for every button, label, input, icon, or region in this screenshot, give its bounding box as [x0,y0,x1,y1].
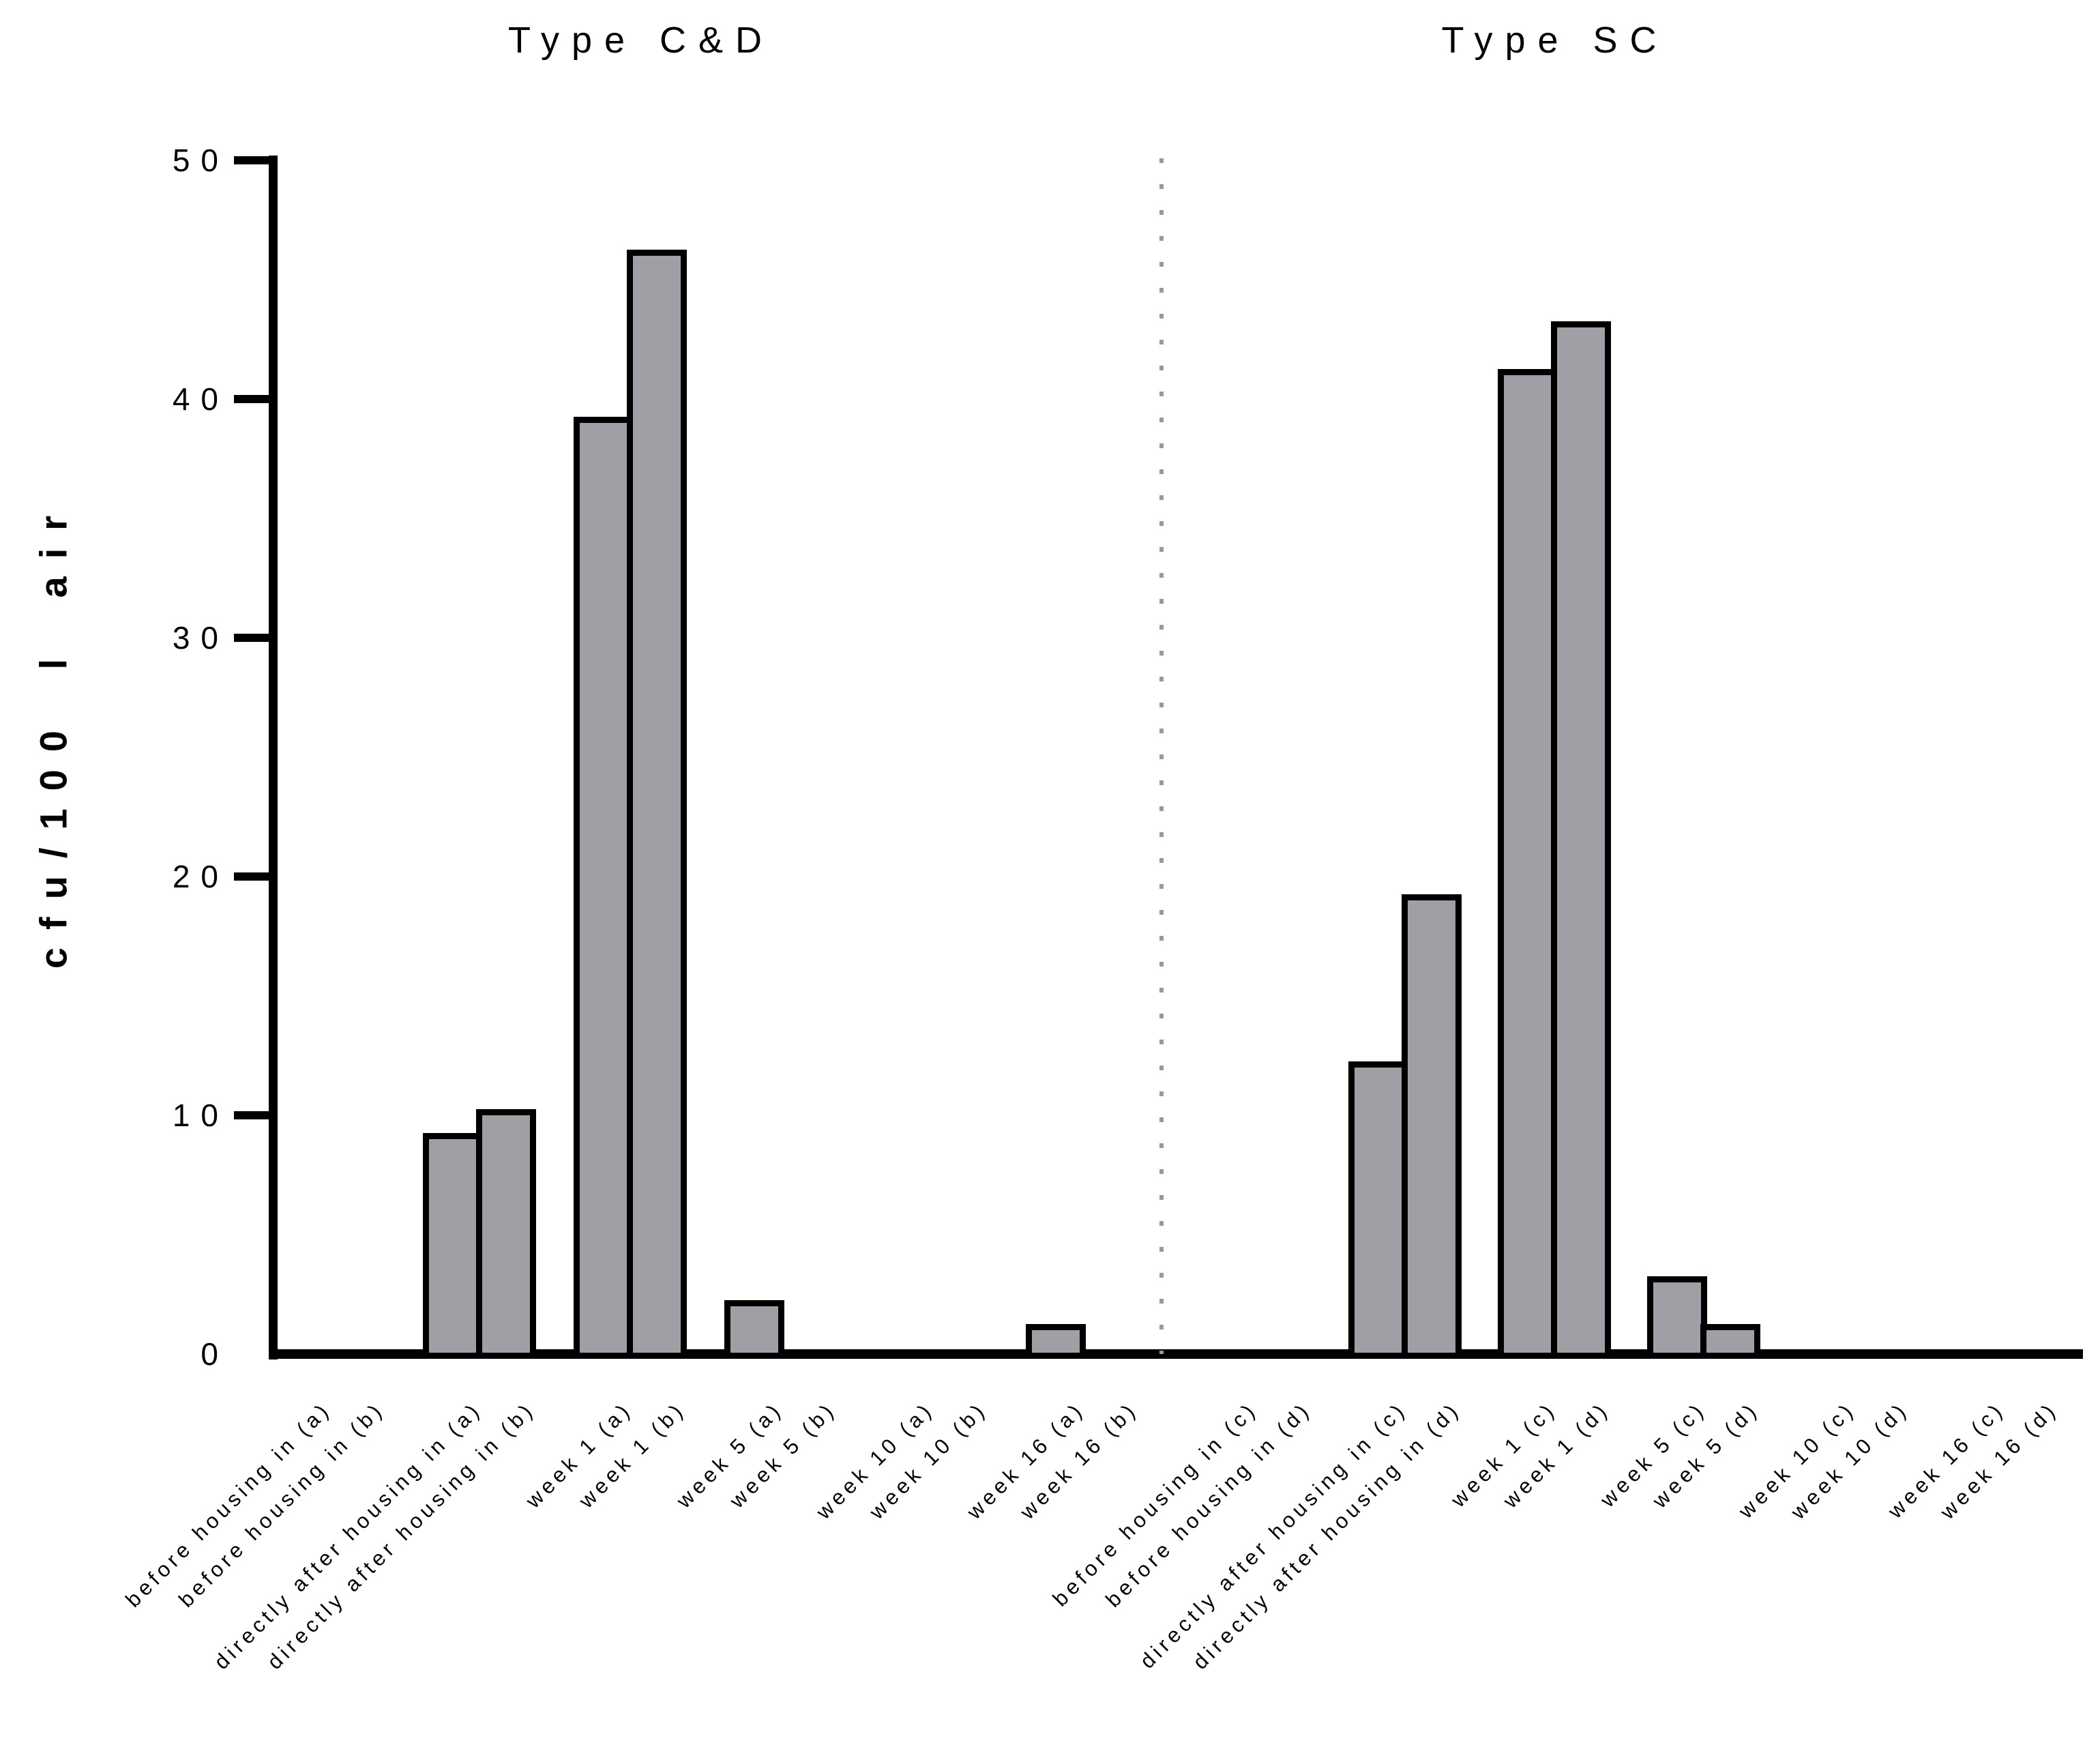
bar [1402,894,1462,1359]
y-tick [234,395,269,403]
y-axis-label: cfu/100 l air [31,497,75,969]
y-tick-label: 40 [172,381,229,417]
panel-title-type-cd: Type C&D [507,20,775,61]
bar [1647,1276,1707,1359]
bar [724,1300,784,1359]
panel-divider-dotted-line [1159,158,1164,1354]
y-tick [234,872,269,881]
bar [1026,1324,1086,1359]
y-tick-label: 50 [172,143,229,178]
y-tick-label: 30 [172,620,229,656]
y-tick [234,634,269,642]
x-axis-line [269,1349,2083,1359]
y-tick-label: 0 [201,1336,229,1372]
y-axis-line [269,156,278,1359]
y-tick-label: 10 [172,1098,229,1133]
bar [627,250,687,1359]
bar [423,1133,483,1359]
y-tick [234,156,269,164]
panel-title-type-sc: Type SC [1441,20,1669,61]
bar [574,417,634,1359]
bar [476,1109,536,1359]
bar [1700,1324,1760,1359]
bar [1348,1061,1408,1359]
bar [1498,369,1558,1359]
y-tick [234,1111,269,1119]
bar [1551,321,1611,1359]
y-tick-label: 20 [172,859,229,894]
